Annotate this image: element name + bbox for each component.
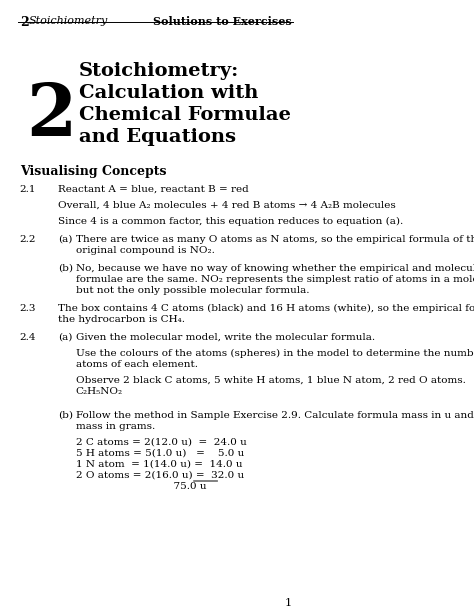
Text: Since 4 is a common factor, this equation reduces to equation (a).: Since 4 is a common factor, this equatio… (58, 217, 403, 226)
Text: 2 O atoms = 2(16.0 u) =  32.0 u: 2 O atoms = 2(16.0 u) = 32.0 u (76, 471, 244, 480)
Text: atoms of each element.: atoms of each element. (76, 360, 198, 369)
Text: Stoichiometry:: Stoichiometry: (79, 62, 239, 80)
Text: The box contains 4 C atoms (black) and 16 H atoms (white), so the empirical form: The box contains 4 C atoms (black) and 1… (58, 304, 474, 313)
Text: 2: 2 (26, 80, 76, 151)
Text: (a): (a) (58, 235, 72, 244)
Text: 1 N atom  = 1(14.0 u) =  14.0 u: 1 N atom = 1(14.0 u) = 14.0 u (76, 460, 242, 469)
Text: Given the molecular model, write the molecular formula.: Given the molecular model, write the mol… (76, 333, 375, 342)
Text: Observe 2 black C atoms, 5 white H atoms, 1 blue N atom, 2 red O atoms.: Observe 2 black C atoms, 5 white H atoms… (76, 376, 465, 385)
Text: 5 H atoms = 5(1.0 u)   =    5.0 u: 5 H atoms = 5(1.0 u) = 5.0 u (76, 449, 244, 458)
Text: mass in grams.: mass in grams. (76, 422, 155, 431)
Text: 1: 1 (285, 598, 292, 608)
Text: 2.4: 2.4 (20, 333, 36, 342)
Text: 2.3: 2.3 (20, 304, 36, 313)
Text: 2: 2 (20, 16, 28, 29)
Text: Overall, 4 blue A₂ molecules + 4 red B atoms → 4 A₂B molecules: Overall, 4 blue A₂ molecules + 4 red B a… (58, 201, 396, 210)
Text: Chemical Formulae: Chemical Formulae (79, 106, 291, 124)
Text: (b): (b) (58, 411, 73, 420)
Text: Use the colours of the atoms (spheres) in the model to determine the number of: Use the colours of the atoms (spheres) i… (76, 349, 474, 358)
Text: formulae are the same. NO₂ represents the simplest ratio of atoms in a molecule: formulae are the same. NO₂ represents th… (76, 275, 474, 284)
Text: and Equations: and Equations (79, 128, 236, 146)
Text: (b): (b) (58, 264, 73, 273)
Text: 2 C atoms = 2(12.0 u)  =  24.0 u: 2 C atoms = 2(12.0 u) = 24.0 u (76, 438, 246, 447)
Text: 75.0 u: 75.0 u (76, 482, 206, 491)
Text: the hydrocarbon is CH₄.: the hydrocarbon is CH₄. (58, 315, 185, 324)
Text: 2.1: 2.1 (20, 185, 36, 194)
Text: 2.2: 2.2 (20, 235, 36, 244)
Text: There are twice as many O atoms as N atoms, so the empirical formula of the: There are twice as many O atoms as N ato… (76, 235, 474, 244)
Text: but not the only possible molecular formula.: but not the only possible molecular form… (76, 286, 309, 295)
Text: Stoichiometry: Stoichiometry (28, 16, 108, 26)
Text: C₂H₅NO₂: C₂H₅NO₂ (76, 387, 123, 396)
Text: Follow the method in Sample Exercise 2.9. Calculate formula mass in u and molar: Follow the method in Sample Exercise 2.9… (76, 411, 474, 420)
Text: Solutions to Exercises: Solutions to Exercises (153, 16, 292, 27)
Text: Calculation with: Calculation with (79, 84, 258, 102)
Text: Reactant A = blue, reactant B = red: Reactant A = blue, reactant B = red (58, 185, 249, 194)
Text: original compound is NO₂.: original compound is NO₂. (76, 246, 215, 255)
Text: Visualising Concepts: Visualising Concepts (20, 165, 166, 178)
Text: (a): (a) (58, 333, 72, 342)
Text: No, because we have no way of knowing whether the empirical and molecular: No, because we have no way of knowing wh… (76, 264, 474, 273)
